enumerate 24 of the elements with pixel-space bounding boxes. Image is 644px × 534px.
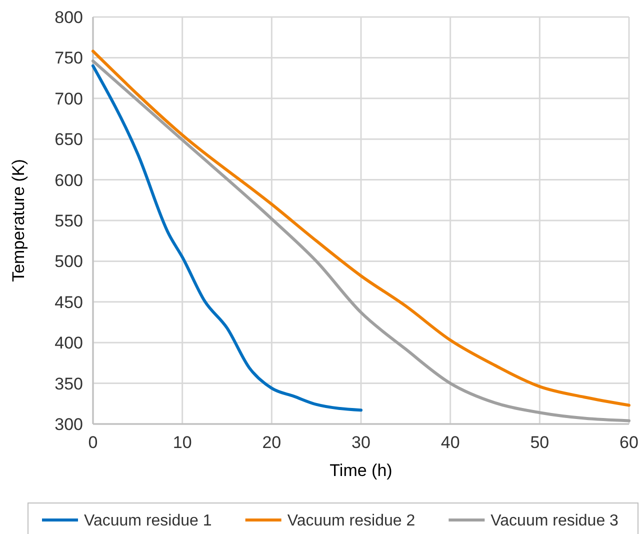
x-tick-label: 20	[262, 433, 282, 452]
y-tick-label: 550	[54, 211, 83, 230]
line-series	[92, 64, 362, 412]
legend-label: Vacuum residue 3	[490, 512, 619, 530]
x-axis-title: Time (h)	[330, 461, 392, 480]
y-tick-label: 500	[54, 252, 83, 272]
legend-label: Vacuum residue 2	[287, 512, 416, 530]
x-tick-label: 50	[530, 433, 550, 452]
y-tick-label: 600	[54, 170, 83, 190]
y-tick-label: 650	[54, 130, 83, 150]
y-tick-label: 800	[54, 8, 83, 27]
y-tick-label: 400	[54, 334, 83, 353]
x-tick-label: 60	[620, 433, 638, 452]
y-tick-label: 750	[54, 48, 83, 68]
y-tick-label: 700	[54, 89, 83, 108]
x-tick-label: 40	[440, 433, 460, 452]
y-tick-label: 300	[54, 414, 83, 434]
y-tick-label: 350	[54, 374, 83, 394]
x-tick-label: 0	[88, 433, 98, 452]
y-axis-title: Temperature (K)	[9, 159, 28, 282]
legend-label: Vacuum residue 1	[84, 512, 212, 530]
x-tick-label: 30	[352, 433, 370, 452]
x-tick-label: 10	[172, 433, 192, 452]
y-tick-label: 450	[54, 292, 83, 312]
